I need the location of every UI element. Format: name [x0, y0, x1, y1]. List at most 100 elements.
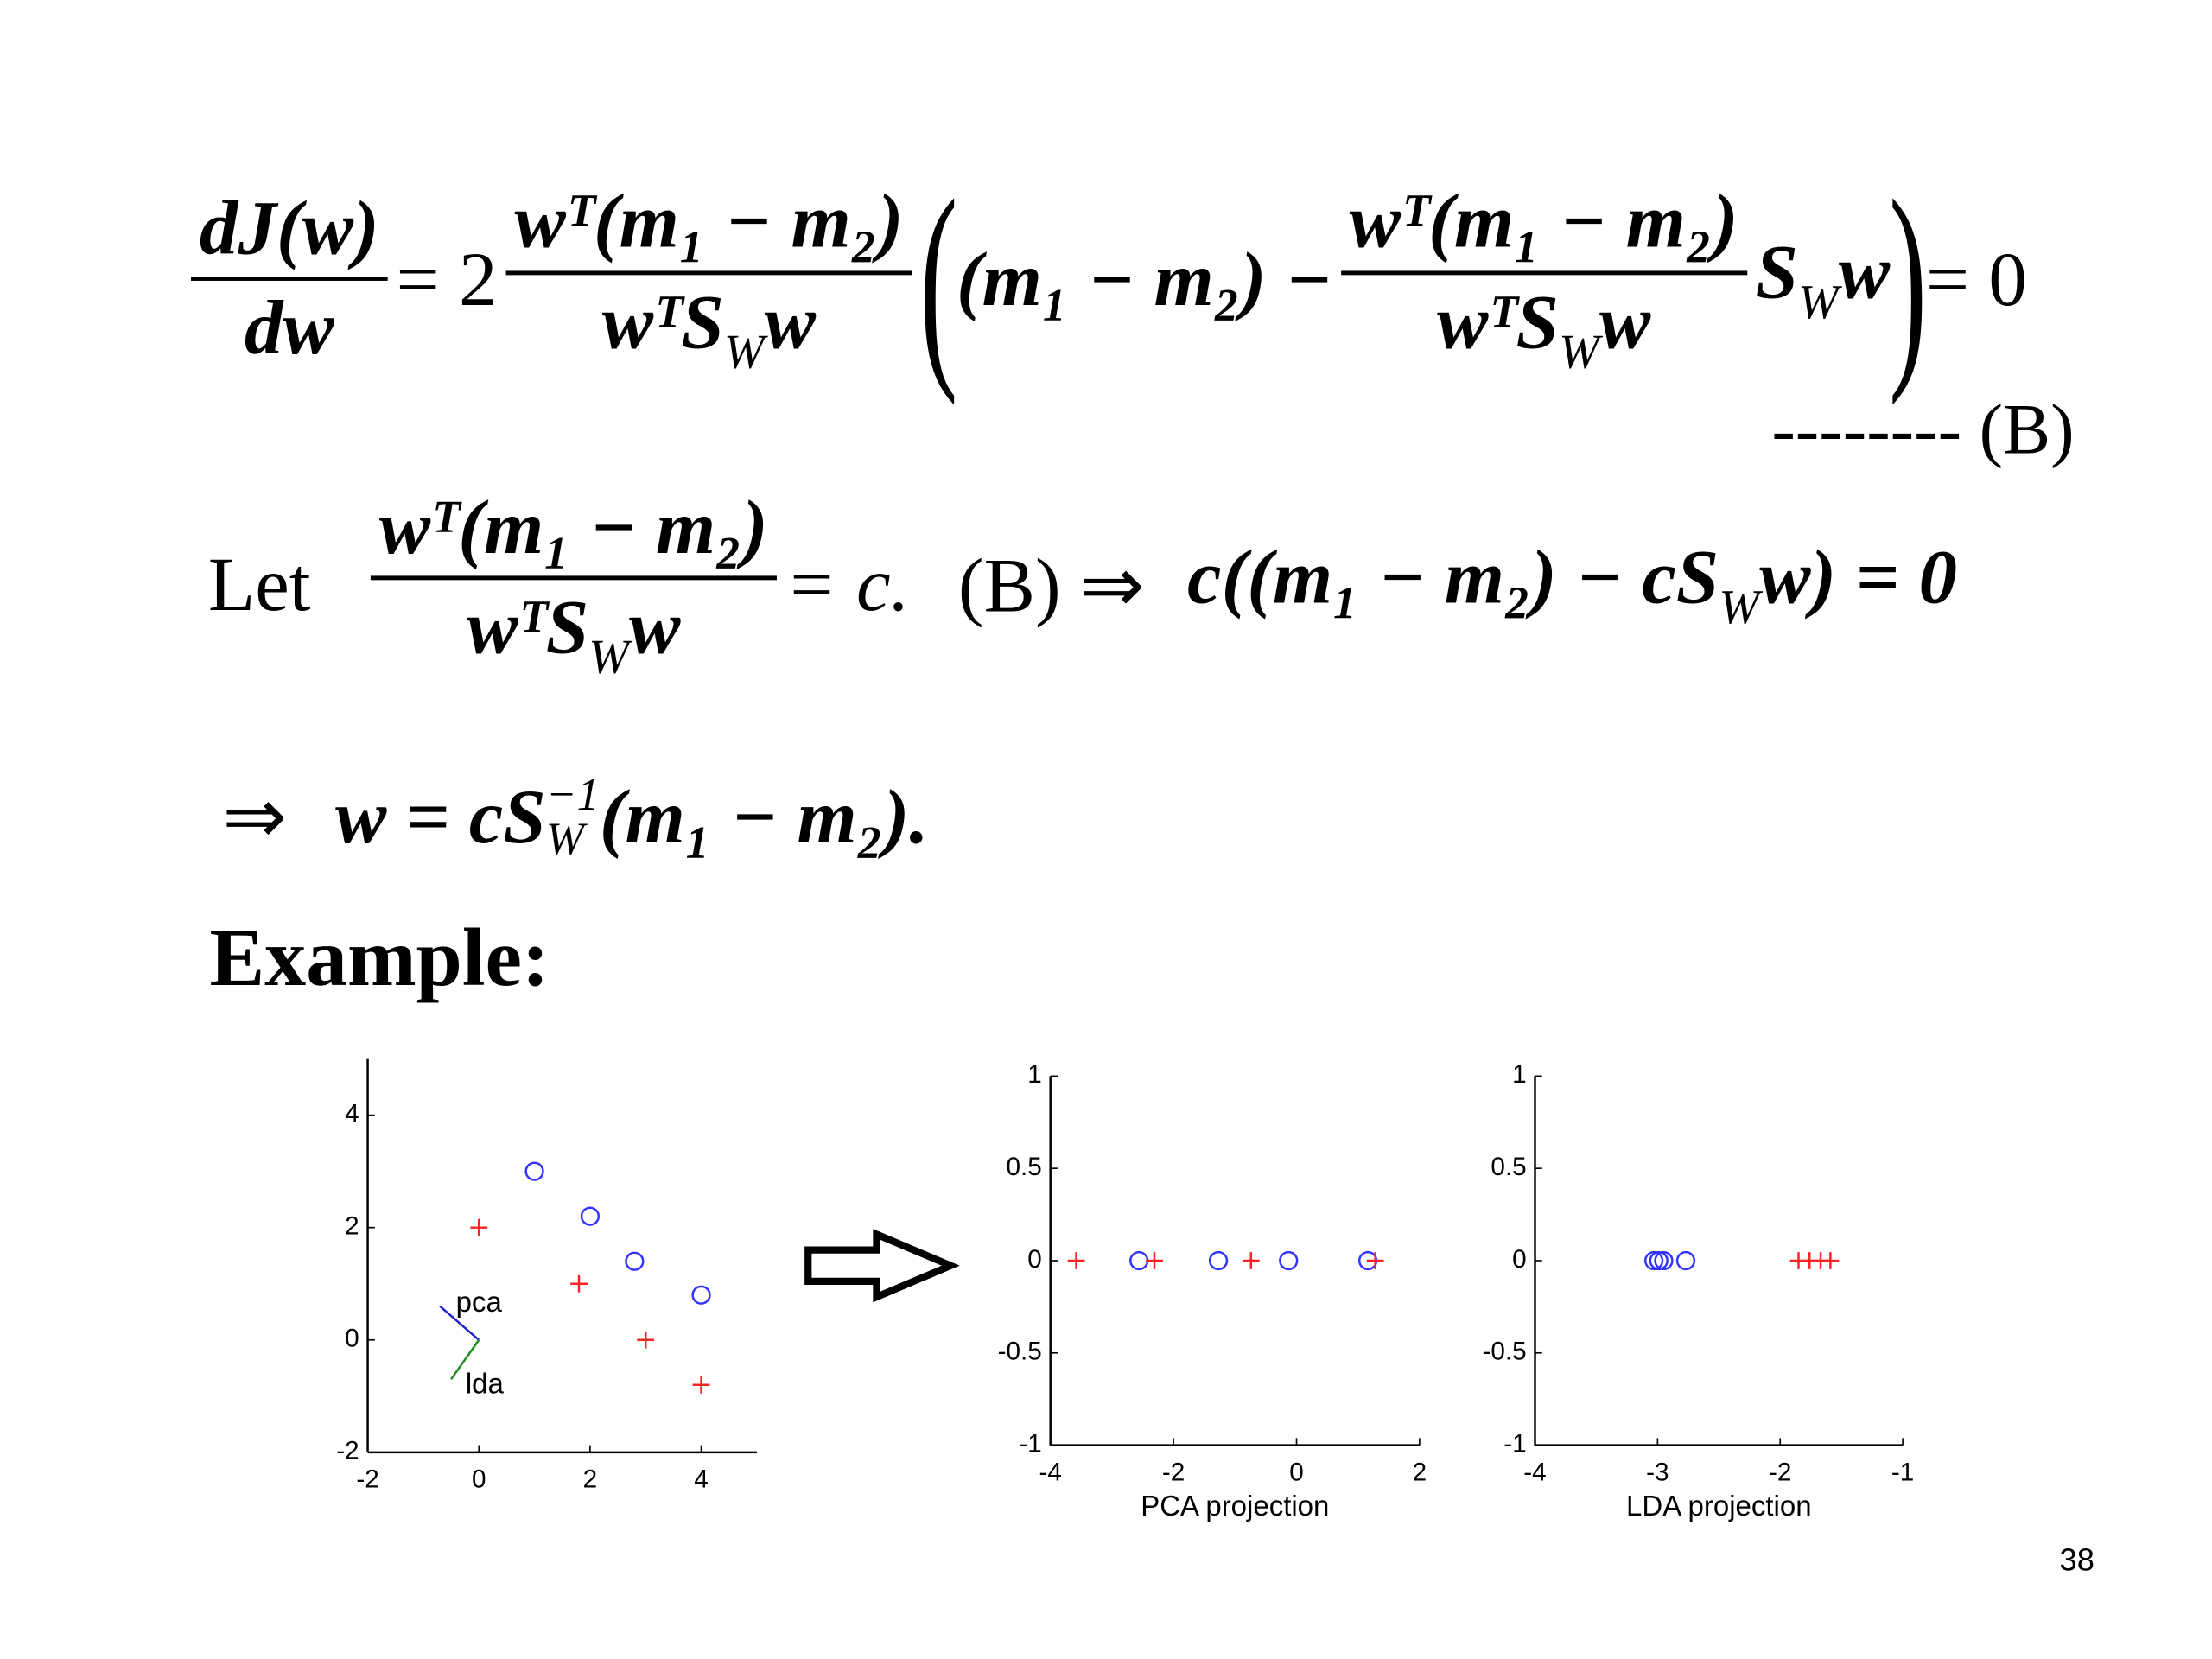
y-tick-label: -1 [1503, 1429, 1526, 1458]
y-tick-label: 0.5 [1007, 1153, 1042, 1181]
plus-marker [1366, 1252, 1384, 1269]
term: w [1838, 228, 1891, 315]
numerator: wᵀ(m₁ − m₂) [370, 480, 777, 581]
plus-marker [470, 1218, 488, 1236]
term: c((m₁ − m₂) − cSWw) = 0 [1187, 533, 1957, 636]
fraction: wᵀ(m₁ − m₂) wᵀSWw [370, 480, 777, 689]
plus-marker [692, 1376, 710, 1394]
term: S [1755, 228, 1799, 315]
line-label: lda [466, 1367, 505, 1399]
circle-marker [691, 1285, 711, 1305]
circle-marker [625, 1251, 645, 1271]
term: w [628, 584, 681, 671]
denominator: wᵀSWw [602, 275, 816, 384]
x-tick-label: 2 [1413, 1458, 1427, 1486]
term: w [1599, 278, 1651, 365]
y-tick-label: -0.5 [998, 1338, 1042, 1366]
operator: ⇒ [222, 773, 287, 860]
circle-marker [1649, 1250, 1669, 1271]
x-tick-label: 4 [694, 1465, 709, 1494]
denominator: wᵀSWw [1437, 275, 1650, 384]
x-axis-label: PCA projection [1141, 1490, 1329, 1522]
direction-line [439, 1305, 480, 1341]
x-tick-label: -1 [1891, 1458, 1914, 1486]
x-tick-label: -3 [1646, 1458, 1669, 1486]
fraction: dJ(w) dw [191, 181, 388, 378]
denominator: wᵀSWw [467, 580, 680, 689]
circle-marker [1279, 1250, 1299, 1271]
direction-line [450, 1339, 480, 1381]
y-tick-label: 1 [1512, 1060, 1527, 1089]
subscript: W [588, 631, 629, 684]
x-tick-label: -2 [356, 1465, 378, 1494]
arrow [804, 1229, 960, 1303]
paren: ) [1889, 151, 1928, 406]
page-number: 38 [2059, 1541, 2094, 1578]
term: w) = 0 [1759, 534, 1957, 620]
y-tick-label: -0.5 [1482, 1338, 1526, 1366]
x-tick-label: -4 [1039, 1458, 1061, 1486]
operator: = c. [785, 541, 910, 627]
subscript: W [1719, 581, 1760, 635]
term: (m₁ − m₂). [599, 772, 929, 859]
x-tick-label: 0 [472, 1465, 486, 1494]
plus-marker [637, 1331, 655, 1349]
operator: (B) ⇒ [957, 542, 1145, 628]
y-tick-label: 4 [345, 1099, 359, 1128]
fraction: wᵀ(m₁ − m₂) wᵀSWw [1340, 174, 1747, 384]
y-tick-label: 1 [1027, 1060, 1042, 1089]
scripts: −1 W [545, 768, 600, 863]
y-tick-label: 0.5 [1491, 1153, 1526, 1181]
x-tick-label: -4 [1523, 1458, 1546, 1486]
operator: = 2 [396, 235, 498, 321]
line-label: pca [456, 1286, 503, 1318]
equation-3: ⇒ w = cS −1 W (m₁ − m₂). [222, 748, 928, 884]
circle-marker [524, 1161, 544, 1181]
equation-2: Let wᵀ(m₁ − m₂) wᵀSWw = c. (B) ⇒ c((m₁ −… [208, 470, 1957, 698]
heading: Example: [209, 911, 550, 1004]
plus-marker [1067, 1252, 1085, 1269]
y-tick-label: 0 [1027, 1245, 1042, 1274]
circle-marker [1643, 1250, 1664, 1271]
term: w = cS [335, 772, 546, 859]
term: SWw [1755, 227, 1890, 330]
x-tick-label: 0 [1289, 1458, 1304, 1486]
operator: = 0 [1925, 235, 2027, 321]
x-tick-label: -2 [1769, 1458, 1791, 1486]
term: wᵀS [601, 278, 724, 365]
term: (m₁ − m₂) − [956, 235, 1332, 321]
numerator: wᵀ(m₁ − m₂) [1340, 174, 1747, 275]
circle-marker [1675, 1250, 1696, 1271]
subscript: W [1798, 276, 1839, 329]
subscript: W [1559, 325, 1599, 378]
numerator: dJ(w) [191, 181, 388, 281]
x-tick-label: -2 [1162, 1458, 1185, 1486]
subscript: W [545, 811, 584, 863]
y-tick-label: 0 [345, 1325, 359, 1353]
circle-marker [1208, 1250, 1229, 1271]
x-axis-label: LDA projection [1626, 1490, 1812, 1522]
plus-marker [1821, 1252, 1840, 1269]
term: wᵀS [1436, 278, 1560, 365]
denominator: dw [244, 284, 334, 371]
plus-marker [1242, 1252, 1260, 1269]
numerator: wᵀ(m₁ − m₂) [505, 174, 912, 275]
subscript: W [723, 325, 765, 378]
term: w [764, 278, 817, 365]
fraction: wᵀ(m₁ − m₂) wᵀSWw [505, 174, 912, 383]
equation-1: dJ(w) dw = 2 wᵀ(m₁ − m₂) wᵀSWw ( (m₁ − m… [182, 154, 2027, 404]
plus-marker [1146, 1252, 1163, 1269]
superscript: −1 [545, 768, 600, 820]
y-tick-label: -2 [336, 1437, 359, 1465]
term: wᵀS [467, 584, 589, 671]
x-tick-label: 2 [583, 1465, 598, 1494]
circle-marker [580, 1206, 601, 1226]
y-tick-label: 0 [1512, 1245, 1527, 1274]
circle-marker [1129, 1250, 1149, 1271]
circle-marker [1654, 1250, 1674, 1271]
plus-marker [570, 1274, 588, 1293]
equation-tag: -------- (B) [1771, 389, 2075, 469]
